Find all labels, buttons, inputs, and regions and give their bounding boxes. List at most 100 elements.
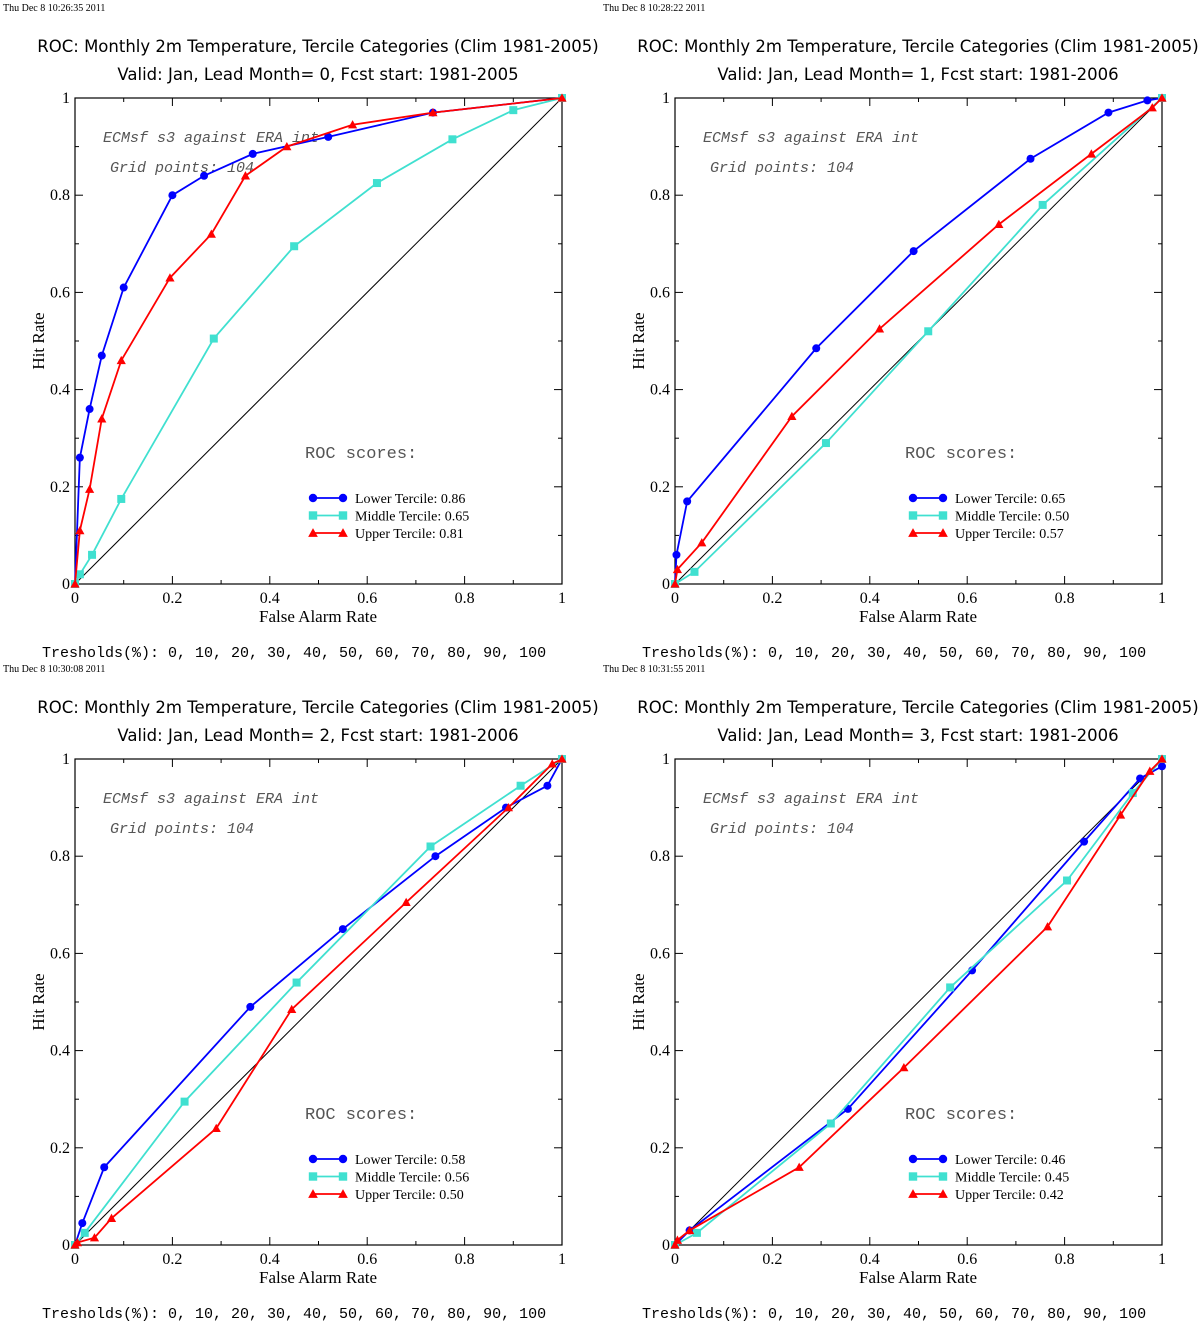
point-upper bbox=[97, 414, 107, 423]
point-middle bbox=[426, 842, 435, 851]
point-middle bbox=[117, 494, 126, 503]
point-upper bbox=[1116, 810, 1126, 819]
legend-entry-upper: Upper Tercile: 0.42 bbox=[955, 1188, 1064, 1203]
x-axis-label: False Alarm Rate bbox=[259, 1268, 377, 1287]
point-upper bbox=[1157, 754, 1167, 763]
point-upper bbox=[697, 538, 707, 547]
roc-scores-title: ROC scores: bbox=[305, 1106, 417, 1125]
x-tick-label: 0.4 bbox=[260, 590, 280, 607]
timestamp: Thu Dec 8 10:30:08 2011 bbox=[3, 664, 105, 675]
annotation-grid-points: Grid points: 104 bbox=[110, 160, 254, 177]
x-tick-label: 1 bbox=[558, 590, 566, 607]
point-middle bbox=[290, 242, 299, 251]
point-middle bbox=[292, 978, 301, 987]
point-middle bbox=[509, 106, 518, 115]
y-axis-label: Hit Rate bbox=[629, 312, 648, 369]
y-tick-label: 1 bbox=[62, 751, 70, 768]
y-tick-label: 0.4 bbox=[650, 1043, 670, 1060]
point-upper bbox=[1157, 93, 1167, 102]
y-tick-label: 1 bbox=[62, 90, 70, 107]
roc-panel-lead-1: Thu Dec 8 10:28:22 2011 ROC: Monthly 2m T… bbox=[600, 0, 1200, 661]
x-tick-label: 0.8 bbox=[1055, 590, 1075, 607]
legend-marker-upper bbox=[938, 528, 948, 537]
series-line-lower bbox=[674, 765, 1163, 1246]
point-upper bbox=[165, 273, 175, 282]
point-upper bbox=[70, 579, 80, 588]
roc-scores-title: ROC scores: bbox=[305, 445, 417, 464]
y-tick-label: 0.4 bbox=[50, 382, 70, 399]
no-skill-diagonal bbox=[74, 97, 563, 585]
point-lower bbox=[1136, 774, 1145, 783]
point-lower bbox=[324, 132, 333, 141]
legend-marker-upper bbox=[308, 1189, 318, 1198]
point-upper bbox=[994, 219, 1004, 229]
y-tick-label: 0.8 bbox=[650, 187, 670, 204]
legend-entry-middle: Middle Tercile: 0.65 bbox=[355, 510, 469, 525]
legend-marker-lower bbox=[938, 493, 948, 503]
y-tick-label: 0 bbox=[62, 576, 70, 593]
point-lower bbox=[1026, 154, 1035, 163]
point-lower bbox=[1158, 762, 1166, 771]
y-tick-label: 0 bbox=[662, 576, 670, 593]
legend-marker-lower bbox=[338, 1154, 348, 1164]
annotation-model: ECMsf s3 against ERA int bbox=[703, 130, 919, 147]
roc-chart-svg: Thu Dec 8 10:28:22 2011 ROC: Monthly 2m T… bbox=[603, 3, 1199, 661]
thresholds-note: Tresholds(%): 0, 10, 20, 30, 40, 50, 60,… bbox=[642, 1306, 1146, 1322]
point-middle bbox=[690, 567, 699, 576]
legend-entry-upper: Upper Tercile: 0.57 bbox=[955, 527, 1064, 542]
y-tick-label: 0.4 bbox=[50, 1043, 70, 1060]
point-lower bbox=[812, 344, 821, 353]
point-lower bbox=[683, 497, 692, 506]
y-tick-label: 0.2 bbox=[50, 479, 70, 496]
point-upper bbox=[85, 484, 95, 493]
chart-title: ROC: Monthly 2m Temperature, Tercile Cat… bbox=[37, 698, 598, 717]
legend-marker-lower bbox=[308, 493, 318, 503]
x-tick-label: 0 bbox=[671, 1251, 679, 1268]
point-upper bbox=[401, 897, 411, 907]
point-upper bbox=[794, 1162, 804, 1171]
point-upper bbox=[672, 564, 683, 574]
point-lower bbox=[431, 852, 440, 861]
y-tick-label: 0.6 bbox=[50, 284, 70, 301]
point-upper bbox=[557, 754, 567, 763]
y-axis-label: Hit Rate bbox=[629, 973, 648, 1030]
point-middle bbox=[924, 327, 933, 336]
chart-title: ROC: Monthly 2m Temperature, Tercile Cat… bbox=[637, 37, 1198, 56]
point-upper bbox=[72, 1237, 83, 1247]
chart-subtitle: Valid: Jan, Lead Month= 1, Fcst start: 1… bbox=[717, 65, 1118, 84]
point-lower bbox=[100, 1163, 109, 1172]
y-tick-label: 0.6 bbox=[650, 945, 670, 962]
legend-marker-middle bbox=[338, 1172, 348, 1181]
x-tick-label: 0.2 bbox=[762, 590, 782, 607]
point-lower bbox=[168, 191, 177, 200]
point-upper bbox=[287, 1004, 297, 1013]
chart-title: ROC: Monthly 2m Temperature, Tercile Cat… bbox=[37, 37, 598, 56]
y-tick-label: 0 bbox=[62, 1237, 70, 1254]
chart-subtitle: Valid: Jan, Lead Month= 0, Fcst start: 1… bbox=[117, 65, 518, 84]
chart-subtitle: Valid: Jan, Lead Month= 3, Fcst start: 1… bbox=[717, 726, 1118, 745]
legend-marker-middle bbox=[908, 1172, 918, 1181]
legend-marker-lower bbox=[908, 1154, 918, 1164]
point-upper bbox=[503, 803, 514, 812]
x-tick-label: 0.4 bbox=[860, 590, 880, 607]
point-upper bbox=[1145, 766, 1155, 775]
legend-marker-upper bbox=[938, 1189, 948, 1198]
x-tick-label: 0.2 bbox=[162, 590, 182, 607]
y-tick-label: 0.6 bbox=[650, 284, 670, 301]
point-middle bbox=[516, 781, 525, 790]
annotation-model: ECMsf s3 against ERA int bbox=[103, 791, 319, 808]
x-tick-label: 0.6 bbox=[357, 1251, 377, 1268]
legend-entry-lower: Lower Tercile: 0.46 bbox=[955, 1153, 1065, 1168]
y-tick-label: 0.8 bbox=[50, 848, 70, 865]
y-tick-label: 0.2 bbox=[50, 1140, 70, 1157]
point-middle bbox=[75, 570, 84, 579]
point-middle bbox=[692, 1228, 701, 1237]
point-upper bbox=[428, 107, 438, 117]
y-axis-label: Hit Rate bbox=[29, 312, 48, 369]
point-lower bbox=[97, 351, 106, 360]
roc-chart-svg: Thu Dec 8 10:30:08 2011 ROC: Monthly 2m T… bbox=[3, 664, 599, 1322]
legend-marker-lower bbox=[338, 493, 348, 503]
thresholds-note: Tresholds(%): 0, 10, 20, 30, 40, 50, 60,… bbox=[642, 645, 1146, 661]
roc-panel-lead-2: Thu Dec 8 10:30:08 2011 ROC: Monthly 2m T… bbox=[0, 661, 600, 1322]
point-upper bbox=[240, 171, 251, 180]
